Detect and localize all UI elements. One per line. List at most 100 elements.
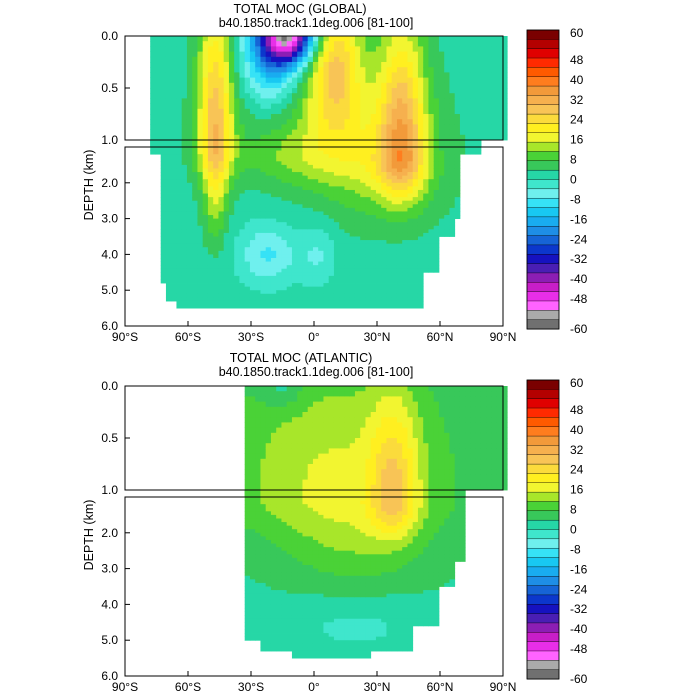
moc-cell <box>176 257 183 262</box>
moc-cell <box>281 168 288 173</box>
moc-cell <box>291 464 298 470</box>
moc-cell <box>339 41 345 47</box>
colorbar-swatch <box>526 132 560 143</box>
moc-cell <box>386 265 393 270</box>
moc-cell <box>260 268 267 273</box>
moc-cell <box>202 114 209 120</box>
moc-cell <box>333 98 340 104</box>
moc-cell <box>396 250 403 255</box>
moc-cell <box>244 536 251 541</box>
moc-cell <box>302 443 309 449</box>
moc-cell <box>354 297 361 302</box>
moc-cell <box>276 391 282 397</box>
moc-cell <box>297 46 303 52</box>
moc-cell <box>323 108 330 115</box>
moc-cell <box>318 504 324 509</box>
moc-cell <box>239 254 246 259</box>
moc-cell <box>381 293 387 298</box>
moc-cell <box>407 77 414 84</box>
moc-cell <box>181 297 188 302</box>
moc-cell <box>454 72 461 78</box>
moc-cell <box>176 164 183 169</box>
moc-cell <box>396 283 403 288</box>
moc-cell <box>386 186 393 191</box>
moc-cell <box>291 304 298 309</box>
moc-cell <box>302 168 309 173</box>
moc-cell <box>249 279 256 284</box>
moc-cell <box>365 265 372 270</box>
moc-cell <box>202 247 209 252</box>
moc-cell <box>213 157 219 162</box>
moc-cell <box>323 636 330 641</box>
moc-cell <box>402 56 408 63</box>
moc-cell <box>391 297 398 302</box>
moc-cell <box>480 103 487 110</box>
moc-cell <box>171 114 177 120</box>
moc-cell <box>255 536 261 541</box>
moc-cell <box>171 175 177 180</box>
moc-cell <box>412 119 419 125</box>
moc-cell <box>165 293 172 298</box>
moc-cell <box>265 225 272 230</box>
moc-cell <box>286 532 293 537</box>
moc-cell <box>286 536 293 541</box>
moc-cell <box>202 108 209 115</box>
moc-cell <box>249 518 256 523</box>
moc-cell <box>181 157 188 162</box>
moc-cell <box>218 247 225 252</box>
moc-cell <box>202 67 209 73</box>
moc-cell <box>286 232 293 237</box>
moc-cell <box>244 607 251 612</box>
moc-cell <box>265 579 272 584</box>
moc-cell <box>192 232 198 237</box>
moc-cell <box>312 391 319 397</box>
moc-cell <box>176 124 183 130</box>
moc-cell <box>228 200 235 205</box>
moc-cell <box>323 88 330 94</box>
moc-cell <box>349 304 356 309</box>
moc-cell <box>192 168 198 173</box>
moc-cell <box>165 283 172 288</box>
moc-cell <box>365 175 372 180</box>
moc-cell <box>260 243 267 248</box>
moc-cell <box>213 77 219 84</box>
moc-cell <box>396 189 403 194</box>
moc-cell <box>496 119 503 125</box>
moc-cell <box>218 98 225 104</box>
moc-cell <box>375 168 382 173</box>
moc-cell <box>386 236 393 241</box>
moc-cell <box>402 124 408 130</box>
moc-cell <box>265 268 272 273</box>
moc-cell <box>265 401 272 408</box>
moc-cell <box>244 500 251 505</box>
moc-cell <box>186 77 193 84</box>
moc-cell <box>276 93 282 99</box>
moc-cell <box>307 422 314 428</box>
moc-cell <box>192 175 198 180</box>
moc-cell <box>192 172 198 177</box>
moc-cell <box>286 88 293 94</box>
moc-cell <box>354 211 361 216</box>
moc-cell <box>412 265 419 270</box>
moc-cell <box>312 161 319 166</box>
moc-cell <box>433 261 440 266</box>
moc-cell <box>286 543 293 548</box>
moc-cell <box>307 572 314 577</box>
moc-cell <box>318 297 324 302</box>
moc-cell <box>318 543 324 548</box>
moc-cell <box>244 550 251 555</box>
moc-cell <box>255 600 261 605</box>
moc-cell <box>354 204 361 209</box>
moc-cell <box>339 200 345 205</box>
moc-cell <box>276 154 282 159</box>
moc-cell <box>454 161 461 166</box>
moc-cell <box>396 179 403 184</box>
moc-cell <box>244 82 251 89</box>
moc-cell <box>281 129 288 136</box>
moc-field <box>150 36 508 309</box>
moc-cell <box>171 77 177 84</box>
moc-cell <box>433 88 440 94</box>
moc-cell <box>501 88 508 94</box>
moc-cell <box>181 215 188 219</box>
moc-cell <box>302 547 309 552</box>
